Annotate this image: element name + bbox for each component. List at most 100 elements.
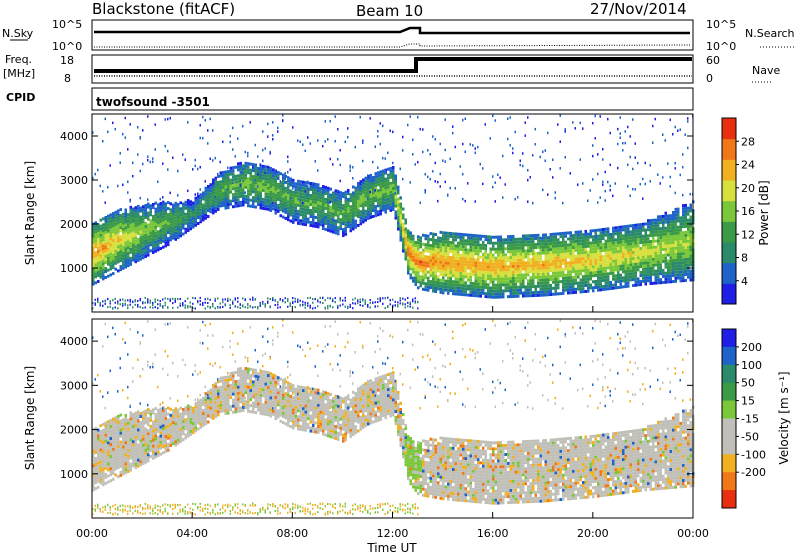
power-cell — [442, 267, 445, 271]
power-cell — [359, 115, 361, 119]
power-cell — [242, 304, 244, 307]
power-cell — [604, 245, 607, 249]
power-cell — [482, 234, 485, 238]
power-cell — [244, 299, 246, 302]
power-cell — [404, 218, 407, 222]
power-cell — [99, 236, 102, 240]
velocity-cell — [94, 478, 97, 482]
power-cell — [112, 272, 115, 276]
power-cell — [429, 259, 432, 263]
power-cell — [344, 196, 347, 200]
power-cell — [642, 270, 645, 274]
power-cell — [304, 190, 306, 193]
power-cell — [602, 227, 605, 231]
power-cell — [259, 185, 262, 189]
power-cell — [579, 242, 582, 246]
power-cell — [352, 209, 355, 213]
power-cell — [409, 276, 412, 280]
power-cell — [542, 239, 545, 243]
power-cell — [107, 268, 110, 272]
power-cell — [234, 183, 237, 187]
power-cell — [412, 298, 414, 301]
power-cell — [214, 209, 217, 213]
power-cell — [157, 307, 159, 310]
power-cell — [609, 272, 612, 276]
power-cell — [159, 197, 161, 201]
power-cell — [189, 221, 192, 225]
power-cell — [674, 252, 677, 256]
power-cell — [117, 300, 119, 303]
power-cell — [109, 246, 112, 250]
power-cell — [682, 252, 685, 256]
power-cell — [204, 210, 207, 214]
power-cell — [537, 290, 540, 294]
power-cell — [304, 199, 307, 203]
power-cell — [502, 268, 505, 272]
power-cell — [99, 245, 102, 249]
power-cell — [622, 255, 625, 259]
power-cell — [99, 233, 102, 237]
power-cell — [119, 229, 122, 233]
power-cell — [449, 268, 452, 272]
power-cell — [132, 258, 135, 262]
power-cell — [622, 141, 624, 145]
power-cell — [322, 221, 325, 225]
power-cell — [327, 201, 330, 205]
power-cell — [489, 250, 492, 254]
power-cell — [137, 252, 140, 256]
power-cell — [217, 183, 220, 187]
power-cell — [239, 166, 241, 170]
power-cell — [289, 168, 291, 171]
power-cell — [114, 249, 117, 253]
power-cell — [182, 302, 184, 305]
power-cell — [464, 263, 467, 267]
power-cell — [492, 259, 495, 263]
power-cell — [382, 297, 384, 300]
power-cell — [442, 270, 445, 274]
velocity-cell — [94, 441, 97, 445]
power-cell — [139, 299, 141, 302]
power-cell — [337, 193, 340, 197]
power-cell — [344, 140, 346, 144]
power-cell — [147, 229, 150, 233]
power-cell — [577, 281, 580, 285]
power-cell — [469, 278, 472, 282]
power-cell — [197, 167, 199, 171]
power-cell — [172, 224, 175, 228]
power-cell — [177, 224, 180, 228]
power-cell — [259, 200, 262, 204]
power-cell — [207, 142, 209, 145]
power-cell — [232, 148, 234, 151]
power-cell — [627, 233, 630, 237]
power-cell — [302, 207, 305, 211]
power-cell — [494, 292, 497, 296]
power-cell — [642, 252, 645, 256]
power-cell — [172, 203, 175, 207]
power-cell — [572, 279, 575, 283]
power-cell — [334, 210, 337, 214]
power-cell — [284, 180, 287, 184]
power-cell — [637, 253, 640, 257]
power-cell — [102, 274, 105, 278]
power-cell — [472, 233, 475, 237]
power-cell — [682, 264, 685, 268]
power-cell — [642, 273, 645, 277]
power-cell — [564, 246, 567, 250]
power-cell — [554, 283, 557, 287]
power-cell — [522, 255, 525, 259]
power-cell — [637, 235, 640, 239]
power-cell — [454, 292, 457, 296]
power-cell — [132, 161, 134, 165]
power-cell — [434, 259, 437, 263]
power-cell — [199, 220, 202, 224]
power-cell — [107, 232, 110, 236]
power-cell — [549, 254, 552, 258]
freq-tick-high: 18 — [60, 54, 74, 67]
power-cell — [429, 271, 432, 275]
power-cell — [107, 220, 110, 224]
power-cell — [679, 258, 682, 262]
power-cell — [499, 262, 502, 266]
power-cell — [329, 205, 332, 209]
power-cell — [389, 187, 392, 191]
power-cell — [607, 239, 610, 243]
